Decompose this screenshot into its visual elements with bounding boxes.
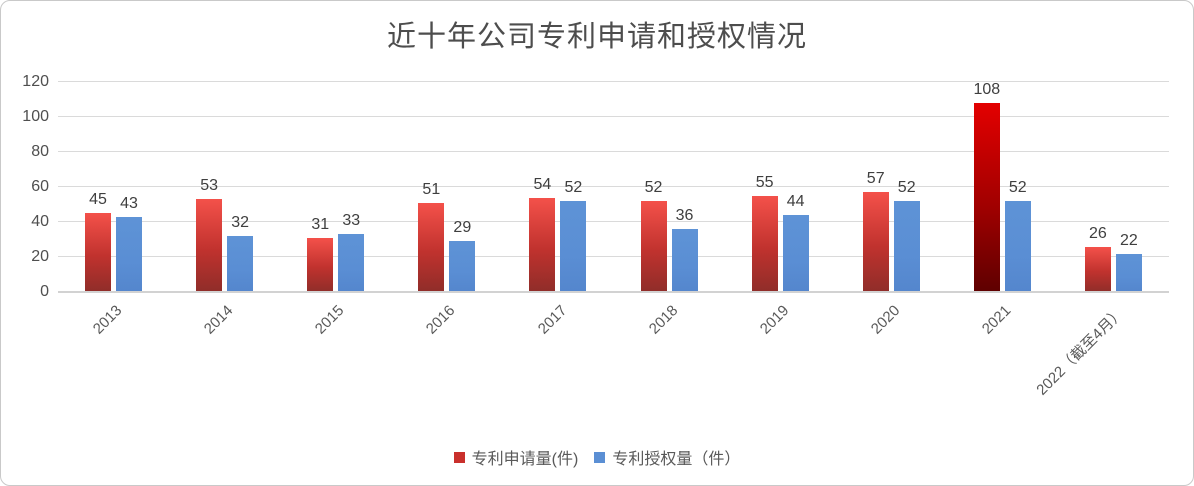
y-tick-label: 100 [22, 108, 49, 125]
gridline [58, 81, 1169, 82]
bar-grants: 43 [116, 195, 143, 292]
bar-applications: 54 [529, 176, 556, 292]
legend-item-grants: 专利授权量（件） [594, 445, 740, 469]
x-tick-label: 2018 [645, 302, 682, 338]
bar-applications: 57 [862, 170, 889, 292]
x-tick-label: 2020 [867, 302, 904, 338]
bar-grants: 52 [560, 179, 587, 292]
value-label: 22 [1119, 231, 1138, 249]
bar-group: 52 36 2018 [613, 82, 724, 338]
bar-grants: 44 [782, 193, 809, 292]
bar-grants: 33 [338, 212, 365, 292]
gridline [58, 256, 1169, 257]
y-axis-labels: 0 20 40 60 80 100 120 [1, 73, 49, 300]
legend-item-applications: 专利申请量(件) [453, 445, 579, 469]
value-label: 53 [200, 177, 219, 195]
value-label: 26 [1088, 224, 1107, 242]
bar-applications: 31 [307, 216, 334, 292]
value-label: 52 [564, 179, 583, 196]
legend-swatch-blue [594, 451, 606, 463]
bar-groups: 45 43 2013 53 32 2014 31 33 2015 51 29 2016 54 52 2017… [58, 81, 1169, 399]
bar-group: 53 32 2014 [169, 82, 280, 338]
x-tick-label: 2021 [978, 302, 1015, 338]
value-label: 44 [786, 193, 805, 210]
bar-group: 108 52 2021 [947, 81, 1058, 338]
legend: 专利申请量(件) 专利授权量（件） [1, 445, 1193, 469]
bar-applications: 45 [85, 191, 112, 292]
chart-title: 近十年公司专利申请和授权情况 [386, 19, 807, 53]
value-label: 36 [675, 207, 694, 224]
x-tick-label: 2017 [534, 302, 570, 338]
legend-label-applications: 专利申请量(件) [471, 451, 579, 468]
gridline [58, 221, 1169, 222]
y-tick-label: 80 [31, 143, 49, 160]
value-label: 45 [89, 191, 107, 209]
bar-group: 55 44 2019 [725, 82, 836, 338]
bar-grants: 52 [1004, 179, 1031, 292]
y-tick-label: 20 [31, 248, 49, 265]
x-tick-label: 2016 [423, 302, 459, 338]
bar-grants: 52 [893, 179, 920, 292]
bar-group: 51 29 2016 [391, 82, 502, 338]
gridline [58, 186, 1169, 187]
value-label: 54 [533, 175, 552, 193]
value-label: 57 [866, 170, 885, 188]
bar-applications: 53 [196, 177, 223, 292]
value-label: 108 [973, 81, 1001, 98]
gridline [58, 151, 1169, 152]
gridline [58, 116, 1169, 117]
value-label: 29 [453, 219, 472, 237]
value-label: 43 [120, 194, 138, 212]
x-tick-label: 2013 [89, 302, 126, 338]
legend-swatch-red [453, 451, 465, 463]
bar-grants: 36 [671, 207, 698, 292]
bar-grants: 32 [227, 214, 254, 292]
value-label: 33 [342, 212, 361, 230]
value-label: 51 [422, 180, 441, 198]
y-tick-label: 60 [31, 178, 49, 195]
value-label: 52 [897, 179, 916, 196]
bar-applications: 26 [1084, 225, 1111, 292]
x-tick-label: 2015 [312, 302, 348, 338]
bar-group: 26 22 2022（截至4月） [1033, 82, 1169, 399]
bar-applications: 108 [973, 81, 1000, 292]
y-tick-label: 40 [31, 213, 49, 230]
y-tick-label: 0 [40, 283, 49, 300]
value-label: 55 [755, 173, 774, 191]
bar-group: 31 33 2015 [280, 82, 391, 338]
bar-applications: 52 [640, 179, 667, 292]
x-axis-line [58, 291, 1169, 293]
x-tick-label: 2022（截至4月） [1032, 304, 1128, 399]
value-label: 52 [644, 179, 663, 196]
bar-group: 45 43 2013 [58, 82, 169, 338]
y-tick-label: 120 [22, 73, 49, 90]
bar-group: 57 52 2020 [836, 82, 947, 338]
value-label: 31 [311, 215, 330, 233]
bar-grants: 29 [449, 219, 476, 292]
legend-label-grants: 专利授权量（件） [612, 451, 741, 468]
plot-area: 45 43 2013 53 32 2014 31 33 2015 51 29 2016 54 52 2017… [58, 81, 1169, 399]
bar-group: 54 52 2017 [502, 82, 613, 338]
value-label: 52 [1008, 179, 1027, 196]
value-label: 32 [231, 214, 250, 231]
x-tick-label: 2019 [756, 302, 793, 338]
bar-applications: 51 [418, 181, 445, 292]
x-tick-label: 2014 [201, 302, 237, 338]
bar-grants: 22 [1115, 232, 1142, 292]
bar-applications: 55 [751, 174, 778, 292]
